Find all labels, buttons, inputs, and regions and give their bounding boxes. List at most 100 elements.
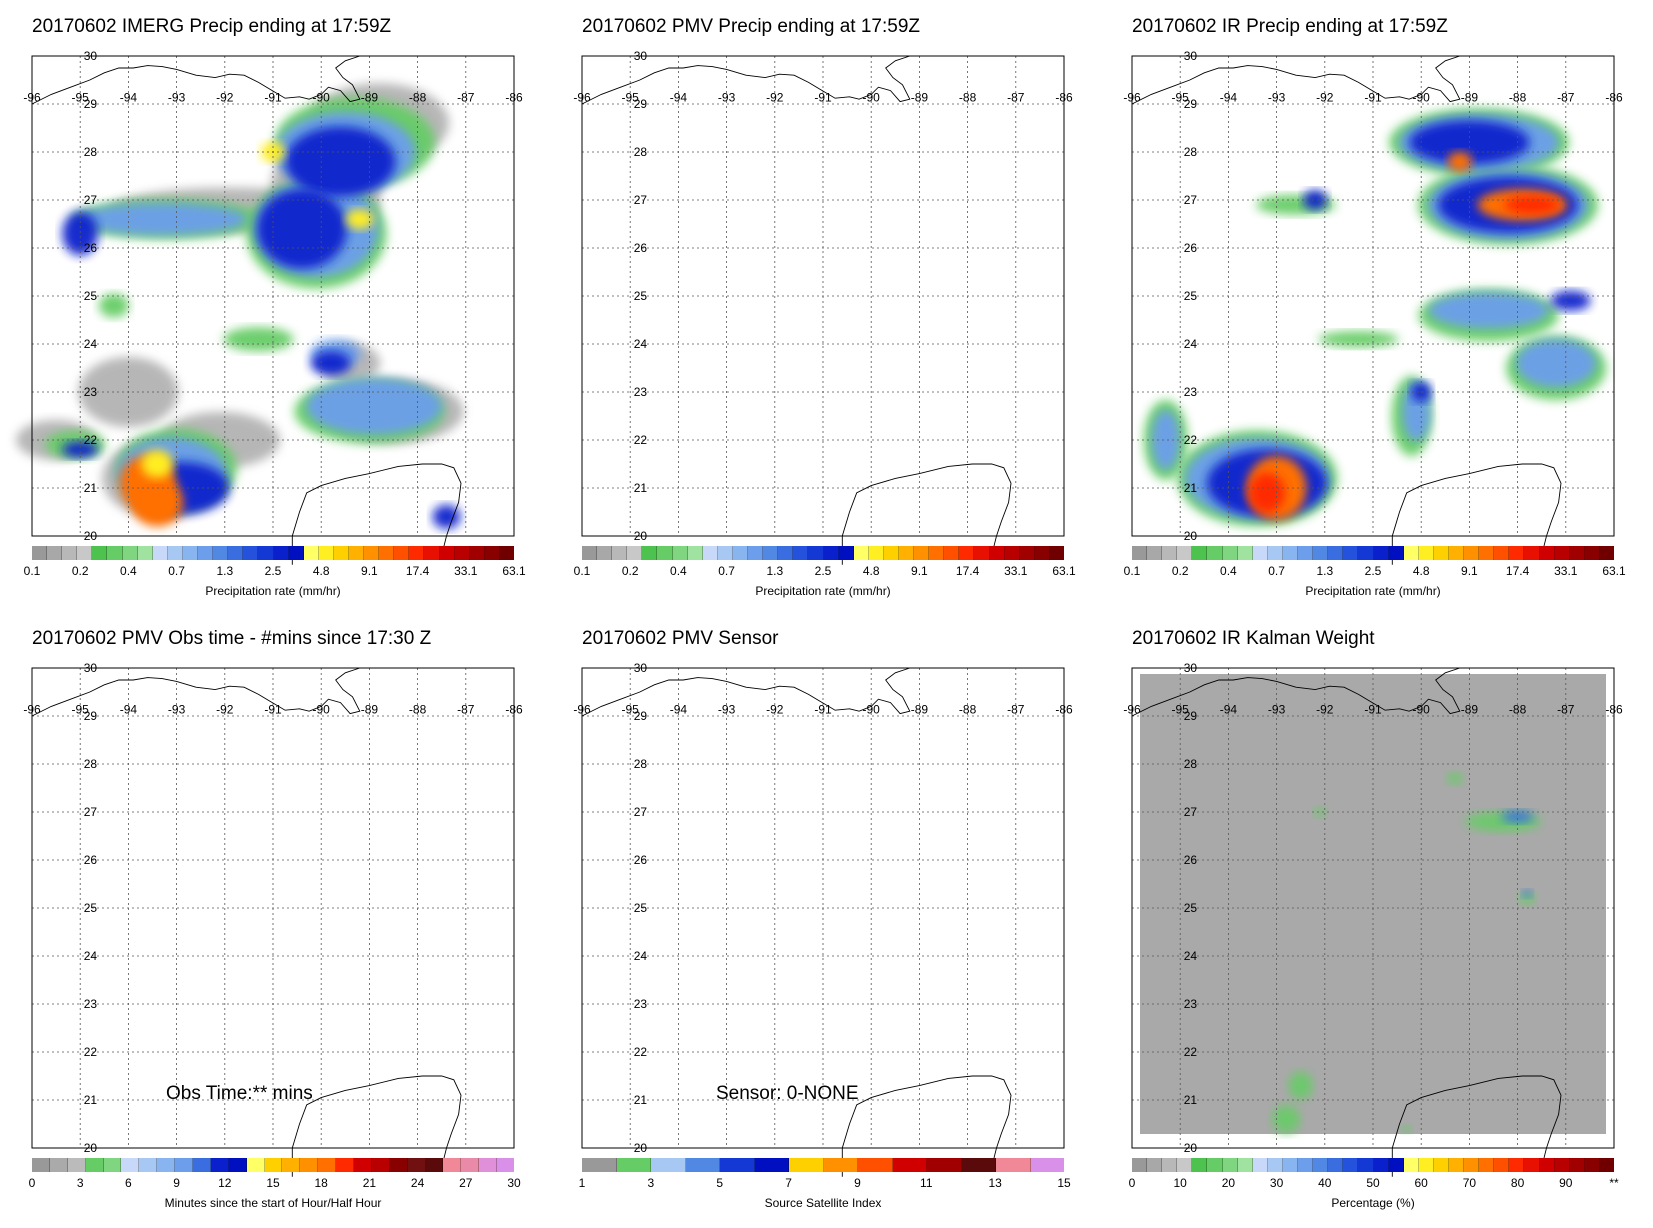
colorbar-swatch — [1177, 1158, 1193, 1172]
lat-tick-label: 28 — [84, 145, 98, 159]
lon-tick-label: -87 — [457, 703, 475, 717]
colorbar-tick-label: 63.1 — [502, 564, 526, 578]
colorbar-swatch — [1358, 1158, 1374, 1172]
colorbar-tick-label: 0.4 — [1220, 564, 1237, 578]
coastline — [581, 667, 1012, 1177]
colorbar-swatch — [1569, 546, 1585, 560]
colorbar-swatch — [616, 1158, 651, 1172]
colorbar-swatch — [1554, 546, 1570, 560]
colorbar-swatch — [582, 1158, 617, 1172]
lat-tick-label: 26 — [84, 241, 98, 255]
lon-tick-label: -94 — [670, 703, 688, 717]
lon-tick-label: -91 — [264, 91, 282, 105]
lon-tick-label: -89 — [361, 703, 379, 717]
lat-tick-label: 24 — [84, 949, 98, 963]
lat-tick-label: 22 — [84, 1045, 98, 1059]
colorbar-swatch — [1524, 1158, 1540, 1172]
colorbar-swatch — [1539, 1158, 1555, 1172]
lat-tick-label: 27 — [84, 193, 98, 207]
colorbar-swatch — [137, 546, 153, 560]
colorbar-ticks: 0.1 0.2 0.4 0.7 1.3 2.5 4.8 9.1 17.4 33.1 63.1 — [574, 564, 1076, 580]
lat-tick-label: 22 — [84, 433, 98, 447]
colorbar-swatch — [961, 1158, 996, 1172]
colorbar-swatch — [424, 546, 440, 560]
colorbar-swatch — [898, 546, 915, 560]
colorbar-swatch — [409, 546, 425, 560]
lat-tick-label: 25 — [1184, 289, 1198, 303]
lat-tick-label: 23 — [634, 385, 648, 399]
lon-tick-label: -93 — [168, 91, 186, 105]
colorbar-swatch — [182, 546, 199, 560]
colorbar-swatch — [439, 546, 455, 560]
colorbar-swatch — [407, 1158, 426, 1172]
lat-tick-label: 27 — [634, 805, 648, 819]
lat-tick-label: 22 — [1184, 1045, 1198, 1059]
lat-tick-label: 30 — [1184, 661, 1198, 675]
grid-lines — [32, 56, 514, 536]
precip-field — [1143, 108, 1607, 527]
map-plot: -96 -95 -94 -93 -92 -91 -90 -89 -88 -87 -86 20 21 22 2… — [1123, 49, 1623, 565]
blue-area — [62, 441, 99, 458]
colorbar-swatch — [858, 1158, 893, 1172]
colorbar-swatch — [1418, 546, 1434, 560]
colorbar-swatch — [1358, 546, 1374, 560]
lon-tick-label: -96 — [23, 703, 41, 717]
green-area — [223, 327, 294, 352]
colorbar-swatch — [1147, 1158, 1163, 1172]
blue-area — [1522, 889, 1533, 898]
colorbar-swatch — [425, 1158, 444, 1172]
lat-tick-label: 20 — [1184, 1141, 1198, 1155]
lat-tick-label: 28 — [84, 757, 98, 771]
sensor-note: Sensor: 0-NONE — [716, 1083, 859, 1104]
blue-area — [1501, 810, 1534, 823]
lat-tick-label: 29 — [84, 97, 98, 111]
colorbar-tick-label: 2.5 — [814, 564, 832, 578]
colorbar-swatch — [1539, 546, 1555, 560]
colorbar-tick-label: 0.7 — [718, 564, 735, 578]
lat-tick-label: 26 — [1184, 853, 1198, 867]
lon-tick-label: -95 — [622, 91, 640, 105]
colorbar-tick-label: 18 — [314, 1176, 328, 1190]
colorbar-tick-label: 0.2 — [621, 564, 639, 578]
colorbar-swatch — [1433, 546, 1449, 560]
colorbar-tick-label: 4.8 — [1412, 564, 1430, 578]
colorbar-swatch — [642, 546, 658, 560]
panel-pmv-precip: 20170602 PMV Precip ending at 17:59Z -96… — [573, 16, 1102, 616]
lon-tick-label: -90 — [1413, 703, 1431, 717]
lat-tick-label: 24 — [634, 949, 648, 963]
lat-tick-label: 30 — [84, 49, 98, 63]
blue-area — [62, 211, 99, 256]
map-plot: -96 -95 -94 -93 -92 -91 -90 -89 -88 -87 -86 20 21 22 2… — [16, 49, 523, 565]
lat-tick-label: 28 — [1184, 145, 1198, 159]
lon-tick-label: -91 — [264, 703, 282, 717]
lon-tick-label: -87 — [1557, 91, 1575, 105]
lon-tick-label: -86 — [505, 703, 523, 717]
colorbar-swatch — [354, 1158, 372, 1172]
lon-tick-label: -94 — [120, 91, 138, 105]
colorbar-swatch — [1584, 1158, 1600, 1172]
colorbar-tick-label: 1.3 — [216, 564, 234, 578]
lat-tick-label: 27 — [634, 193, 648, 207]
panel-pmv-obs-time: 20170602 PMV Obs time - #mins since 17:3… — [23, 628, 552, 1228]
colorbar-swatch — [717, 546, 733, 560]
colorbar-swatch — [1524, 546, 1540, 560]
colorbar-swatch — [720, 1158, 755, 1172]
colorbar-tick-label: 1.3 — [1316, 564, 1334, 578]
colorbar-title: Source Satellite Index — [764, 1196, 882, 1210]
lon-tick-label: -86 — [505, 91, 523, 105]
blue-area — [1303, 190, 1328, 210]
colorbar-swatch — [685, 1158, 720, 1172]
lon-tick-label: -92 — [766, 703, 784, 717]
colorbar-swatch — [1267, 1158, 1283, 1172]
lat-tick-label: 26 — [634, 853, 648, 867]
lat-tick-label: 29 — [634, 97, 648, 111]
panel-title: 20170602 PMV Obs time - #mins since 17:3… — [32, 628, 432, 649]
colorbar-swatch — [1599, 546, 1614, 560]
coastline-gulf-north — [1131, 55, 1461, 105]
colorbar-tick-label: 11 — [920, 1176, 933, 1190]
lat-tick-label: 25 — [634, 901, 648, 915]
colorbar-swatch — [1433, 1158, 1449, 1172]
colorbar-swatch — [300, 1158, 319, 1172]
map-frame — [581, 55, 1065, 537]
panel-ir-kalman-weight: 20170602 IR Kalman Weight -96 -95 -94 -93 -9… — [1123, 628, 1652, 1228]
